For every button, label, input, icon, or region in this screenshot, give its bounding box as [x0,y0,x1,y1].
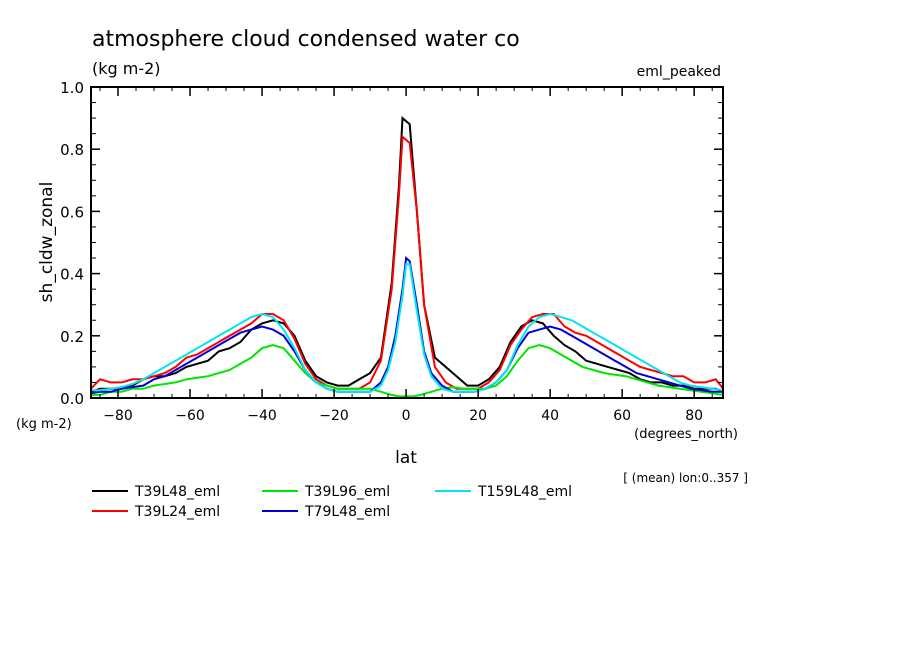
title-units: (kg m-2) [92,59,161,78]
legend-item: T79L48_eml [262,504,390,520]
series-layer [91,116,723,398]
x-tick-label: −80 [103,408,133,424]
x-tick-label: 80 [685,408,703,424]
legend-item: T159L48_eml [435,484,572,500]
series-line-t79l48-eml [91,255,723,395]
legend-label: T39L48_eml [134,484,220,500]
x-tick-label: 20 [469,408,487,424]
legend-label: T39L24_eml [134,504,220,520]
legend: T39L48_eml T39L24_eml T39L96_eml T79L48_eml… [92,484,572,520]
series-line-t39l48-eml [91,116,723,393]
y-axis-label: sh_cldw_zonal [37,182,57,303]
ticks-layer: −80 −60 −40 −20 0 20 40 60 80 0.0 0.2 0.4 0.6 0.8 1.0 [60,79,723,424]
y-tick-label: 0.2 [60,328,84,346]
y-tick-label: 1.0 [60,79,84,97]
y-tick-label: 0.0 [60,390,84,408]
x-tick-label: −60 [175,408,205,424]
series-line-t159l48-eml [91,263,723,393]
y-axis-units: (kg m-2) [16,417,72,432]
plot-frame [90,86,724,399]
x-tick-label: 0 [402,408,411,424]
legend-label: T79L48_eml [304,504,390,520]
x-tick-label: 40 [541,408,559,424]
averaging-note: [ (mean) lon:0..357 ] [623,471,748,485]
legend-label: T159L48_eml [477,484,572,500]
y-tick-label: 0.6 [60,203,84,221]
legend-item: T39L96_eml [262,484,390,500]
x-tick-label: −20 [319,408,349,424]
legend-item: T39L24_eml [92,504,220,520]
x-tick-label: −40 [247,408,277,424]
y-tick-label: 0.4 [60,266,84,284]
legend-label: T39L96_eml [304,484,390,500]
x-tick-label: 60 [613,408,631,424]
y-tick-label: 0.8 [60,141,84,159]
series-line-t39l24-eml [91,134,723,390]
experiment-label: eml_peaked [637,64,721,80]
chart-title: atmosphere cloud condensed water co [92,27,520,52]
x-axis-label: lat [395,448,417,468]
legend-item: T39L48_eml [92,484,220,500]
x-axis-units: (degrees_north) [634,427,738,442]
